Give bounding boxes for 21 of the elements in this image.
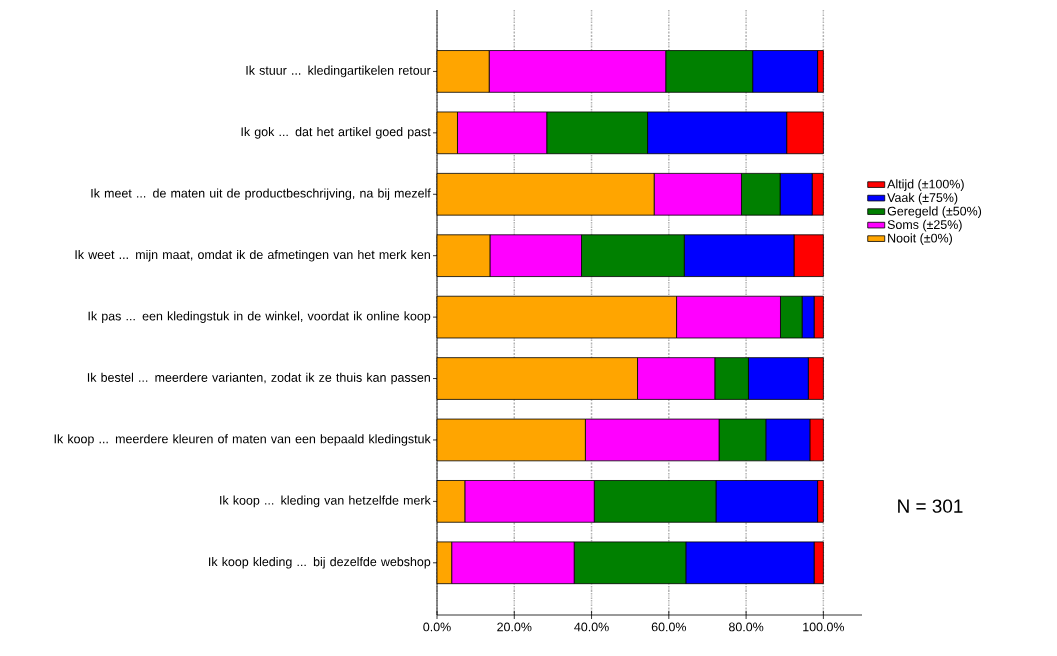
y-tick-label: Ik weet ... mijn maat, omdat ik de afmetingen van het merk ken — [75, 249, 430, 262]
x-tick-label: 20.0% — [497, 622, 532, 632]
y-tick-label: Ik meet ... de maten uit de productbeschrijving, na bij mezelf — [91, 188, 431, 201]
x-tick-label: 100.0% — [803, 622, 845, 632]
y-tick-label: Ik koop ... kleding van hetzelfde merk — [220, 495, 431, 508]
legend-label: Nooit (±0%) — [888, 233, 952, 245]
text: N = 301 — [898, 499, 963, 513]
legend-label: Vaak (±75%) — [887, 192, 958, 205]
y-tick-label: Ik koop ... meerdere kleuren of maten van een bepaald kledingstuk — [54, 434, 431, 446]
legend-label: Soms (±25%) — [887, 219, 962, 232]
x-tick-label: 0.0% — [423, 622, 451, 632]
legend-label: Altijd (±100%) — [887, 179, 964, 191]
y-tick-label: Ik gok ... dat het artikel goed past — [241, 127, 431, 139]
y-tick-label: Ik stuur ... kledingartikelen retour — [246, 65, 431, 78]
x-tick-label: 80.0% — [728, 622, 764, 632]
x-tick-label: 40.0% — [574, 622, 609, 632]
y-tick-label: Ik pas ... een kledingstuk in de winkel, voordat ik online koop — [88, 311, 431, 323]
y-tick-label: Ik bestel ... meerdere varianten, zodat ik ze thuis kan passen — [87, 372, 430, 385]
x-tick-label: 60.0% — [651, 622, 687, 632]
y-tick-label: Ik koop kleding ... bij dezelfde webshop — [209, 556, 431, 569]
legend-label: Geregeld (±50%) — [887, 206, 982, 218]
